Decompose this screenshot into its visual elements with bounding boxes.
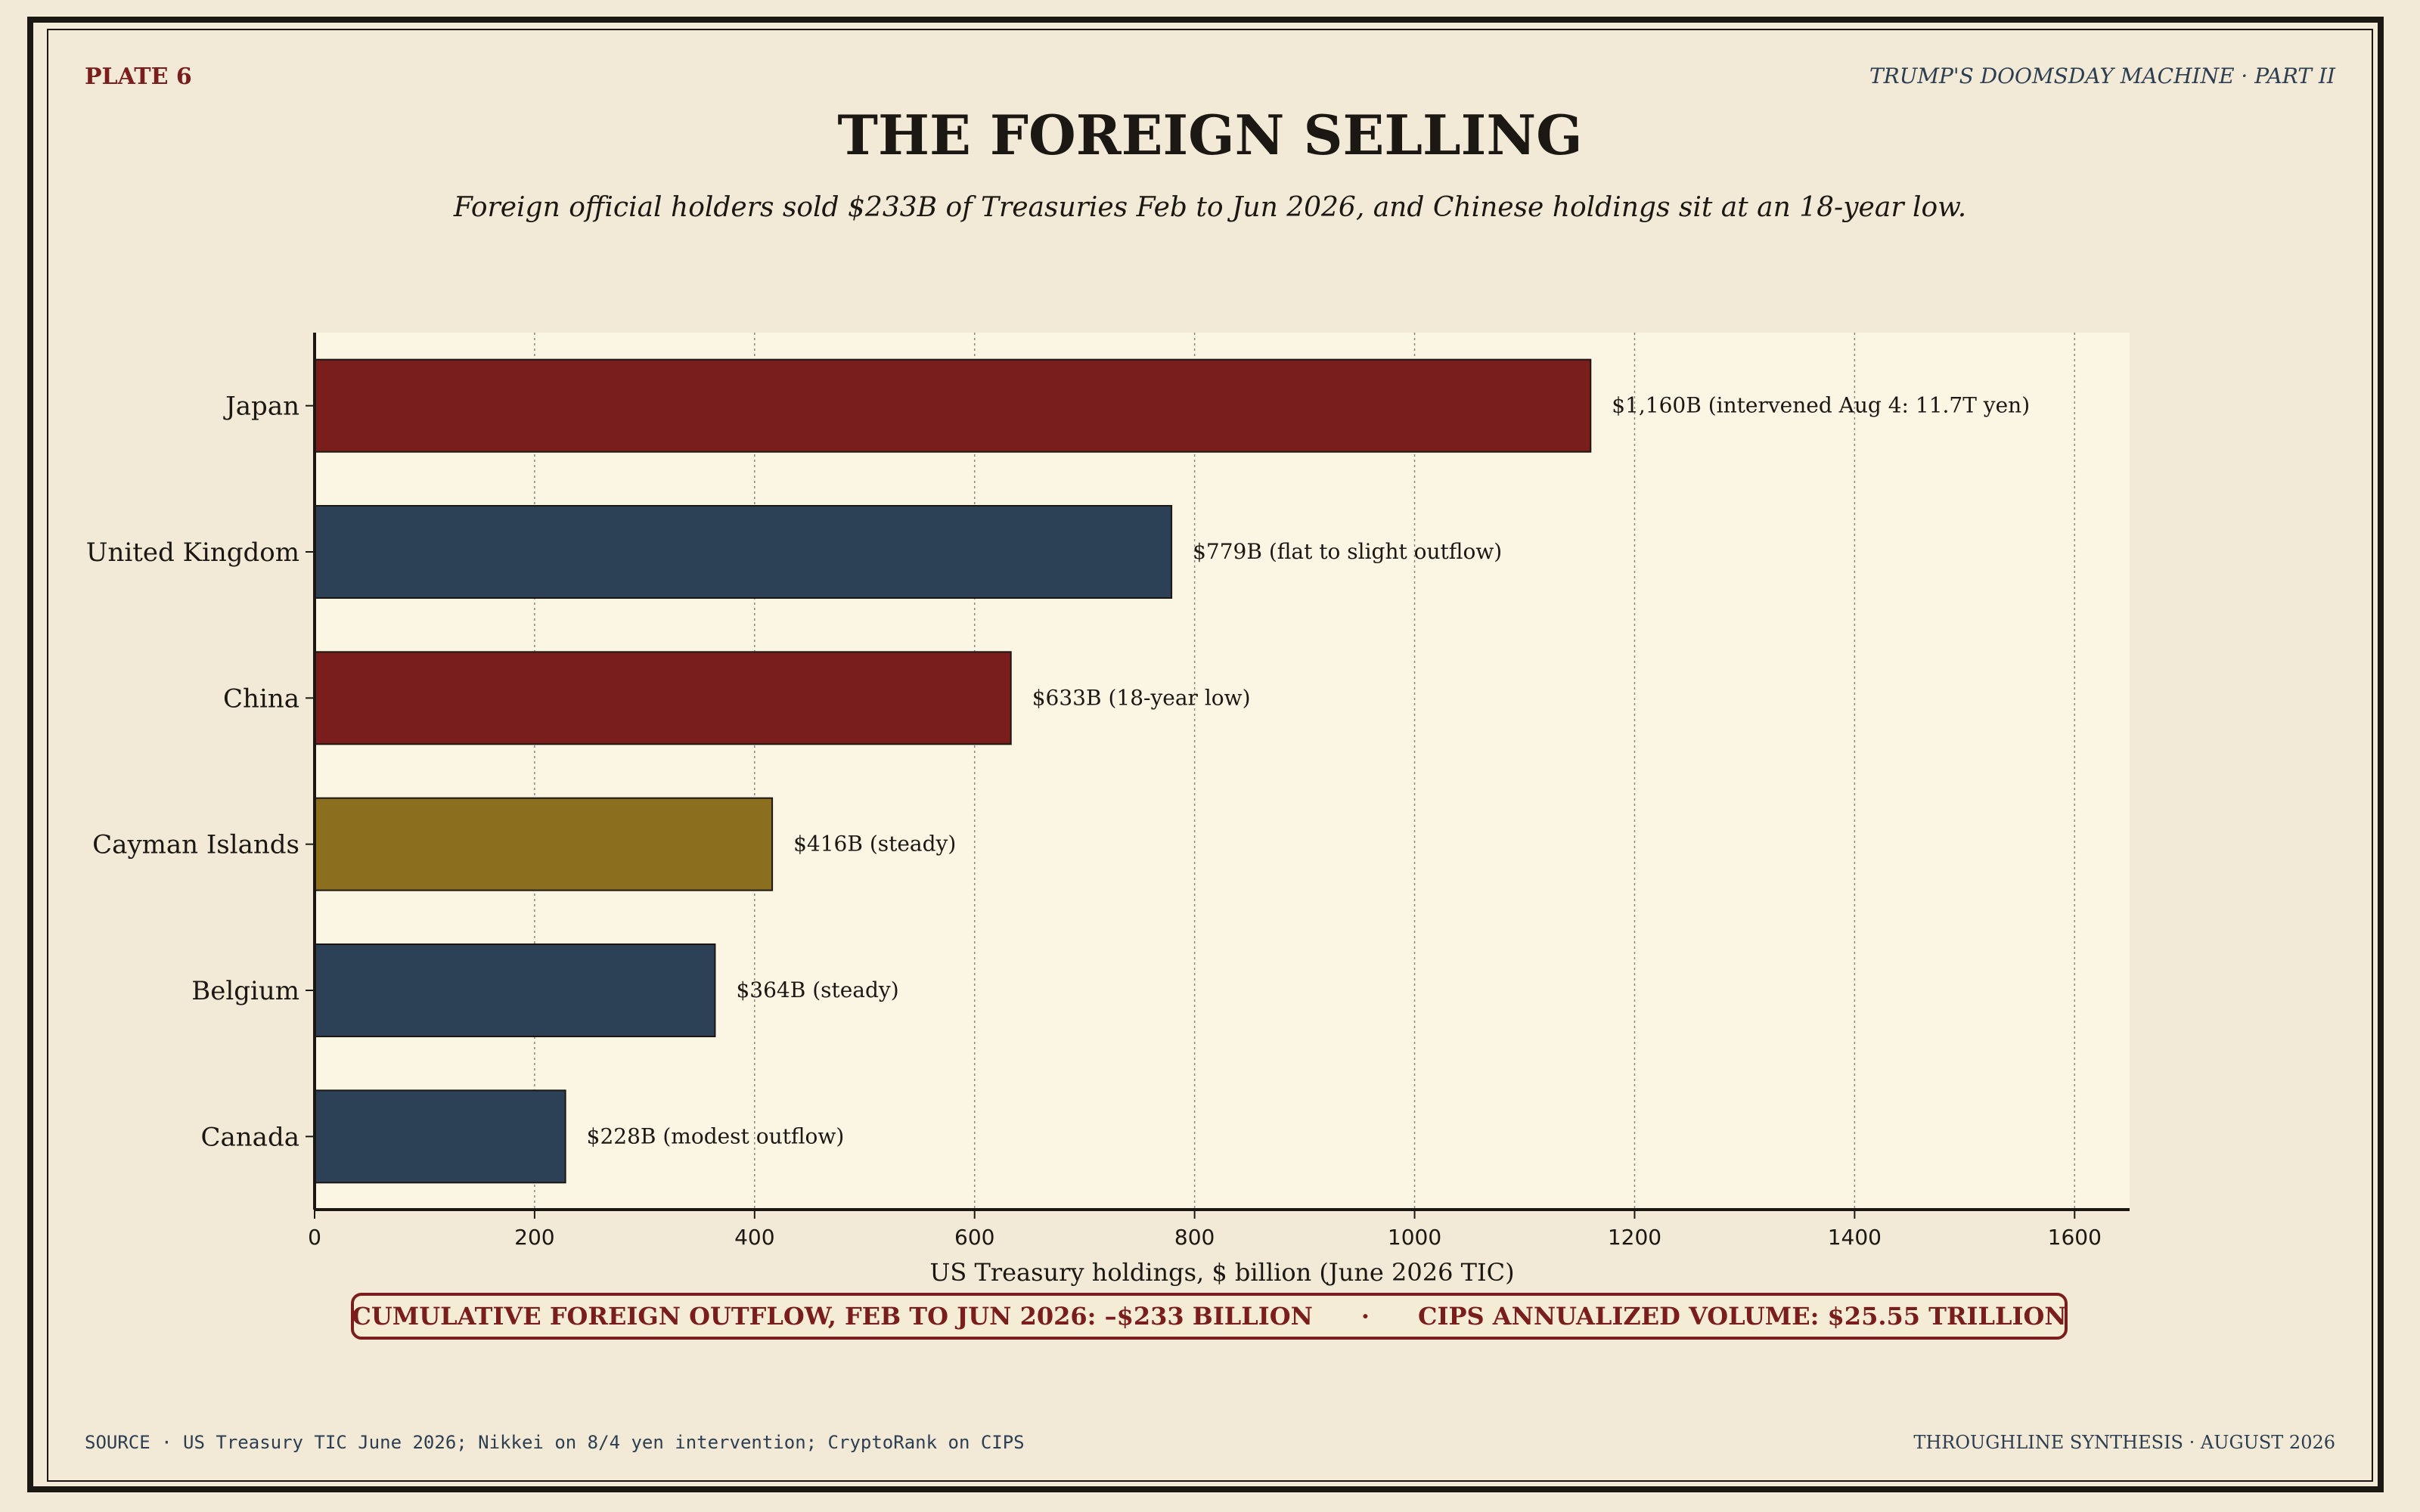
bar-canada bbox=[314, 1089, 566, 1184]
x-tick-label: 1200 bbox=[1608, 1225, 1661, 1250]
x-tick-label: 1400 bbox=[1828, 1225, 1882, 1250]
data-label: $633B (18-year low) bbox=[1032, 685, 1251, 710]
x-tick-label: 600 bbox=[954, 1225, 994, 1250]
chart-subtitle: Foreign official holders sold $233B of T… bbox=[453, 192, 1967, 223]
category-label: China bbox=[223, 683, 299, 714]
source-note: SOURCE · US Treasury TIC June 2026; Nikk… bbox=[85, 1432, 1025, 1453]
bar-cayman-islands bbox=[314, 797, 774, 891]
inner-frame bbox=[47, 29, 2373, 1482]
x-tick-label: 1000 bbox=[1388, 1225, 1441, 1250]
x-tick-label: 200 bbox=[514, 1225, 554, 1250]
data-label: $1,160B (intervened Aug 4: 11.7T yen) bbox=[1612, 393, 2030, 418]
bar-belgium bbox=[314, 943, 716, 1037]
data-label: $364B (steady) bbox=[736, 978, 898, 1002]
category-label: United Kingdom bbox=[86, 538, 299, 568]
x-tick-label: 1600 bbox=[2048, 1225, 2102, 1250]
summary-banner: CUMULATIVE FOREIGN OUTFLOW, FEB TO JUN 2… bbox=[351, 1293, 2068, 1340]
bar-china bbox=[314, 651, 1012, 745]
category-label: Belgium bbox=[191, 976, 299, 1006]
data-label: $779B (flat to slight outflow) bbox=[1193, 539, 1502, 564]
banner-outflow: CUMULATIVE FOREIGN OUTFLOW, FEB TO JUN 2… bbox=[352, 1302, 1313, 1331]
banner-separator: · bbox=[1360, 1302, 1370, 1331]
category-label: Cayman Islands bbox=[92, 830, 299, 860]
category-label: Japan bbox=[223, 392, 299, 422]
bar-united-kingdom bbox=[314, 505, 1173, 599]
plot-area bbox=[315, 333, 2130, 1210]
credit-note: THROUGHLINE SYNTHESIS · AUGUST 2026 bbox=[1913, 1432, 2335, 1453]
bar-japan bbox=[314, 358, 1592, 453]
plate-label: PLATE 6 bbox=[85, 64, 192, 90]
data-label: $416B (steady) bbox=[793, 832, 956, 857]
x-tick-label: 400 bbox=[734, 1225, 774, 1250]
x-tick-label: 0 bbox=[308, 1225, 321, 1250]
series-title: TRUMP'S DOOMSDAY MACHINE · PART II bbox=[1869, 64, 2335, 88]
banner-cips: CIPS ANNUALIZED VOLUME: $25.55 TRILLION bbox=[1418, 1302, 2067, 1331]
x-tick-label: 800 bbox=[1174, 1225, 1215, 1250]
category-label: Canada bbox=[201, 1122, 300, 1152]
chart-title: THE FOREIGN SELLING bbox=[837, 103, 1583, 167]
data-label: $228B (modest outflow) bbox=[587, 1123, 845, 1148]
outer-frame bbox=[27, 17, 2384, 1492]
x-axis-label: US Treasury holdings, $ billion (June 20… bbox=[929, 1258, 1514, 1287]
